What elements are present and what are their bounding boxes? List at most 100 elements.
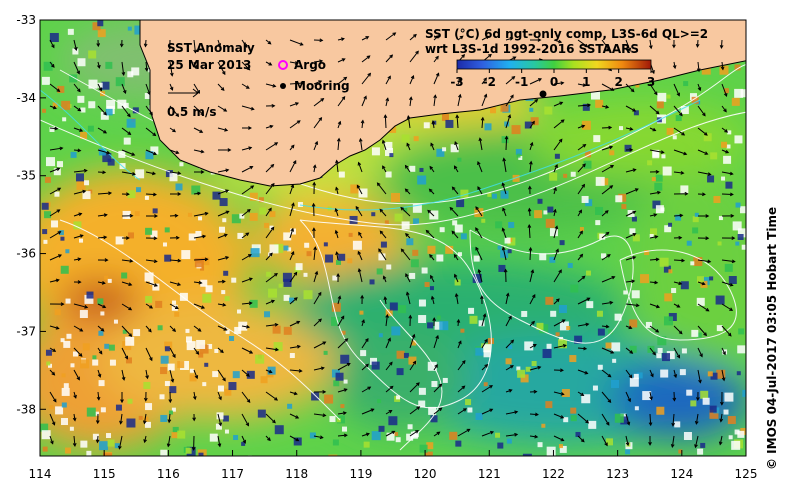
sst-pixel xyxy=(98,330,104,336)
current-vector xyxy=(553,368,564,373)
colorbar-tick-label: -1 xyxy=(515,75,528,89)
sst-pixel xyxy=(49,405,54,410)
sst-pixel xyxy=(549,256,556,263)
sst-pixel xyxy=(559,445,567,453)
sst-pixel xyxy=(69,426,74,431)
sst-pixel xyxy=(241,441,246,446)
sst-pixel xyxy=(652,149,660,157)
sst-pixel xyxy=(584,151,591,158)
current-vector xyxy=(409,75,415,85)
current-vector xyxy=(289,297,298,305)
current-vector xyxy=(49,231,62,239)
sst-pixel xyxy=(431,380,438,387)
current-vector xyxy=(97,149,111,155)
sst-pixel xyxy=(674,421,681,428)
sst-pixel xyxy=(678,449,683,454)
sst-pixel xyxy=(692,216,699,223)
sst-pixel xyxy=(690,400,697,407)
sst-pixel xyxy=(718,216,723,221)
current-vector xyxy=(49,209,61,217)
current-vector xyxy=(697,281,706,286)
current-vector xyxy=(379,230,387,239)
sst-pixel xyxy=(740,206,746,214)
current-vector xyxy=(335,159,339,173)
current-vector xyxy=(648,413,653,427)
sst-pixel xyxy=(412,203,422,213)
current-vector xyxy=(529,412,539,417)
sst-pixel xyxy=(335,259,341,265)
current-vector xyxy=(217,413,223,427)
current-vector xyxy=(625,347,634,354)
current-vector xyxy=(625,232,637,239)
current-vector xyxy=(289,368,303,373)
sst-pixel xyxy=(693,257,703,267)
current-vector xyxy=(649,235,659,239)
current-vector xyxy=(121,61,126,76)
sst-pixel xyxy=(202,293,212,303)
current-vector xyxy=(694,413,699,425)
sst-pixel xyxy=(69,74,78,83)
current-vector xyxy=(721,105,727,113)
current-vector xyxy=(457,35,464,41)
sst-pixel xyxy=(134,211,140,217)
sst-pixel xyxy=(274,243,284,253)
x-tick-label: 116 xyxy=(157,467,180,481)
sst-pixel xyxy=(115,77,125,87)
sst-pixel xyxy=(340,354,350,364)
current-vector xyxy=(601,324,610,329)
sst-pixel xyxy=(198,452,204,456)
current-vector xyxy=(433,407,443,415)
current-vector xyxy=(430,274,435,283)
sst-pixel xyxy=(86,407,96,417)
sst-pixel xyxy=(569,355,577,363)
sst-pixel xyxy=(632,234,640,242)
current-vector xyxy=(503,268,508,283)
current-vector xyxy=(193,105,205,116)
sst-pixel xyxy=(732,221,742,231)
current-vector xyxy=(601,83,615,91)
sst-pixel xyxy=(582,103,590,111)
sst-pixel xyxy=(629,319,638,328)
sst-pixel xyxy=(41,76,50,85)
sst-pixel xyxy=(539,324,549,334)
sst-pixel xyxy=(521,310,528,317)
sst-pixel xyxy=(88,50,97,59)
sst-pixel xyxy=(482,344,491,353)
current-vector xyxy=(265,272,278,283)
sst-pixel xyxy=(726,144,731,149)
sst-pixel xyxy=(199,344,209,354)
x-tick-label: 125 xyxy=(735,467,758,481)
current-vector xyxy=(193,234,207,239)
sst-pixel xyxy=(668,222,673,227)
current-vector xyxy=(217,168,230,173)
current-vector xyxy=(97,235,108,240)
current-vector xyxy=(265,347,280,352)
current-vector xyxy=(97,191,113,196)
sst-pixel xyxy=(65,249,70,254)
sst-pixel xyxy=(442,377,448,383)
current-vector xyxy=(265,83,277,88)
sst-pixel xyxy=(391,192,401,202)
current-vector xyxy=(431,120,436,129)
sst-pixel xyxy=(43,61,53,71)
sst-pixel xyxy=(554,153,560,159)
current-vector xyxy=(577,435,585,443)
current-vector xyxy=(265,226,275,239)
sst-pixel xyxy=(97,20,104,27)
sst-pixel xyxy=(696,276,704,284)
current-vector xyxy=(241,277,253,283)
sst-pixel xyxy=(115,236,124,245)
current-vector xyxy=(145,171,157,176)
sst-pixel xyxy=(269,211,276,218)
current-vector xyxy=(529,120,535,129)
sst-pixel xyxy=(654,182,663,191)
sst-pixel xyxy=(138,415,143,420)
current-vector xyxy=(577,275,586,283)
sst-pixel xyxy=(545,401,553,409)
current-vector xyxy=(49,369,56,376)
current-vector xyxy=(505,292,510,305)
sst-pixel xyxy=(427,322,434,329)
current-vector xyxy=(121,347,129,360)
current-vector xyxy=(361,337,369,349)
current-vector xyxy=(337,76,348,85)
